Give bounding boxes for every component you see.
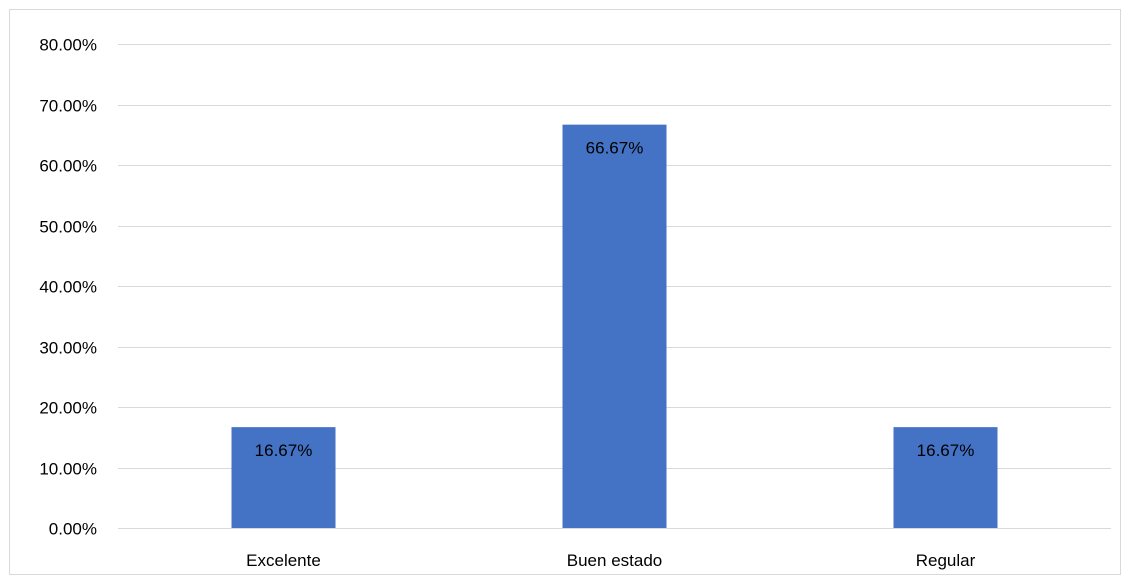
bar-excelente bbox=[231, 427, 336, 528]
y-tick-label: 60.00% bbox=[39, 157, 97, 176]
x-tick-label: Buen estado bbox=[567, 551, 662, 570]
y-tick-label: 80.00% bbox=[39, 36, 97, 55]
bar-buen-estado bbox=[562, 124, 667, 529]
y-tick-label: 50.00% bbox=[39, 218, 97, 237]
y-tick-label: 40.00% bbox=[39, 278, 97, 297]
bar-regular bbox=[893, 427, 998, 528]
data-label: 66.67% bbox=[586, 139, 644, 158]
bars bbox=[231, 124, 998, 529]
y-tick-label: 10.00% bbox=[39, 460, 97, 479]
y-tick-label: 0.00% bbox=[49, 520, 97, 539]
data-label: 16.67% bbox=[917, 441, 975, 460]
data-labels: 16.67% 66.67% 16.67% bbox=[255, 139, 975, 461]
y-axis-tick-labels: 0.00% 10.00% 20.00% 30.00% 40.00% 50.00% 60.00… bbox=[39, 36, 97, 539]
x-tick-label: Excelente bbox=[246, 551, 321, 570]
y-tick-label: 30.00% bbox=[39, 339, 97, 358]
y-tick-label: 20.00% bbox=[39, 399, 97, 418]
x-axis-tick-labels: Excelente Buen estado Regular bbox=[246, 551, 975, 570]
data-label: 16.67% bbox=[255, 441, 313, 460]
y-tick-label: 70.00% bbox=[39, 97, 97, 116]
x-tick-label: Regular bbox=[916, 551, 976, 570]
